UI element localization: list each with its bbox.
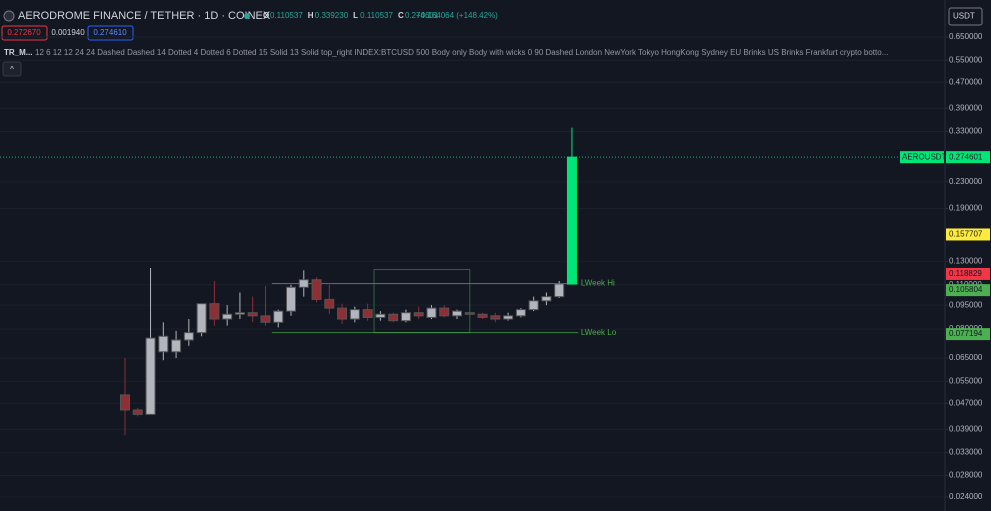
y-tick-label: 0.130000 [949, 257, 983, 266]
candle-body [566, 156, 577, 285]
candle-body [247, 312, 258, 317]
ohlc-value: 0.110537 [270, 11, 303, 20]
bid-button[interactable] [1, 25, 48, 41]
candle-body [324, 298, 335, 309]
candle-body [477, 313, 488, 318]
candle-body [554, 283, 565, 298]
live-dot [244, 13, 250, 19]
candle-body [234, 312, 245, 315]
ohlc-key: L [353, 11, 358, 20]
ohlc-value: 0.274601 [405, 11, 439, 20]
y-tick-label: 0.330000 [949, 127, 983, 136]
candle-body [515, 309, 526, 317]
candle-body [426, 307, 437, 318]
y-tick-label: 0.190000 [949, 204, 983, 213]
candle-body [260, 315, 271, 323]
price-label-bg [946, 284, 990, 297]
price-label-bg [946, 151, 990, 164]
y-tick-label: 0.390000 [949, 103, 983, 112]
y-tick-label: 0.230000 [949, 177, 983, 186]
candle-body [503, 315, 514, 320]
indicator-name[interactable]: TR_M... [4, 48, 32, 57]
ask[interactable]: 0.274610 [93, 28, 127, 37]
candle-body [362, 309, 373, 318]
symbol-label-bg [900, 151, 944, 164]
candle-body [196, 303, 207, 334]
candle-body [222, 313, 233, 320]
price-label-bg [946, 228, 990, 241]
candle-body [375, 313, 386, 318]
collapse-button[interactable] [2, 61, 22, 77]
price-label: 0.118829 [949, 269, 982, 278]
y-tick-label: 0.024000 [949, 492, 983, 501]
y-tick-label: 0.047000 [949, 398, 983, 407]
candle-body [273, 310, 284, 323]
symbol-icon [3, 10, 15, 22]
collapse-icon[interactable]: ^ [10, 65, 14, 74]
symbol-label: AEROUSDT [902, 152, 947, 161]
y-tick-label: 0.470000 [949, 77, 983, 86]
change: +0.164064 (+148.42%) [416, 11, 498, 20]
candle-body [311, 279, 322, 300]
y-tick-label: 0.055000 [949, 376, 983, 385]
y-tick-label: 0.028000 [949, 471, 983, 480]
candle-body [388, 313, 399, 322]
plot: 0.650000 0.550000 0.470000 0.390000 0.330000… [0, 32, 990, 501]
candle-body [337, 307, 348, 320]
bid[interactable]: 0.272670 [7, 28, 41, 37]
candle-body [439, 307, 450, 317]
candle-body [413, 312, 424, 317]
candle-body [158, 335, 169, 353]
ohlc-key: H [308, 11, 314, 20]
candle-body [464, 312, 475, 315]
candle-body [349, 309, 360, 320]
ohlc-legend: O 0.110537 H 0.339230 L 0.110537 C 0.274601 [263, 11, 439, 20]
indicator-params: 12 6 12 12 24 24 Dashed Dashed 14 Dotted… [35, 48, 888, 57]
candle-body [183, 332, 194, 341]
candle-body [209, 303, 220, 320]
ohlc-value: 0.339230 [315, 11, 349, 20]
y-tick-label: 0.033000 [949, 448, 983, 457]
price-label: 0.077194 [949, 329, 983, 338]
currency[interactable]: USDT [953, 12, 975, 21]
level-label: LWeek Hi [581, 279, 615, 288]
currency-select[interactable] [948, 7, 983, 26]
candle-body [298, 279, 309, 288]
symbol-title[interactable]: AERODROME FINANCE / TETHER · 1D · COINEX [18, 10, 271, 22]
candle-body [452, 310, 463, 317]
y-tick-label: 0.650000 [949, 32, 983, 41]
y-tick-label: 0.095000 [949, 300, 983, 309]
week-box [373, 268, 471, 334]
price-label-bg [946, 328, 990, 341]
price-label-bg [946, 267, 990, 280]
ohlc-key: C [398, 11, 404, 20]
price-label: 0.157707 [949, 230, 983, 239]
y-tick-label: 0.039000 [949, 424, 983, 433]
y-tick-label: 0.550000 [949, 55, 983, 64]
candle-body [171, 339, 182, 353]
y-tick-label: 0.065000 [949, 353, 983, 362]
candle-body [528, 300, 539, 311]
spread: 0.001940 [51, 28, 85, 37]
level-label: LWeek Lo [581, 328, 617, 337]
candle-body [286, 286, 297, 312]
candle-body [490, 315, 501, 320]
price-label: 0.274601 [949, 152, 983, 161]
candle-body [145, 337, 156, 415]
candle-body [541, 296, 552, 302]
candle-body [400, 312, 411, 322]
price-label: 0.105804 [949, 285, 983, 294]
ohlc-key: O [263, 11, 269, 20]
ask-button[interactable] [87, 25, 134, 41]
candle-body [132, 409, 143, 415]
ohlc-value: 0.110537 [360, 11, 393, 20]
candle-body [120, 394, 130, 411]
